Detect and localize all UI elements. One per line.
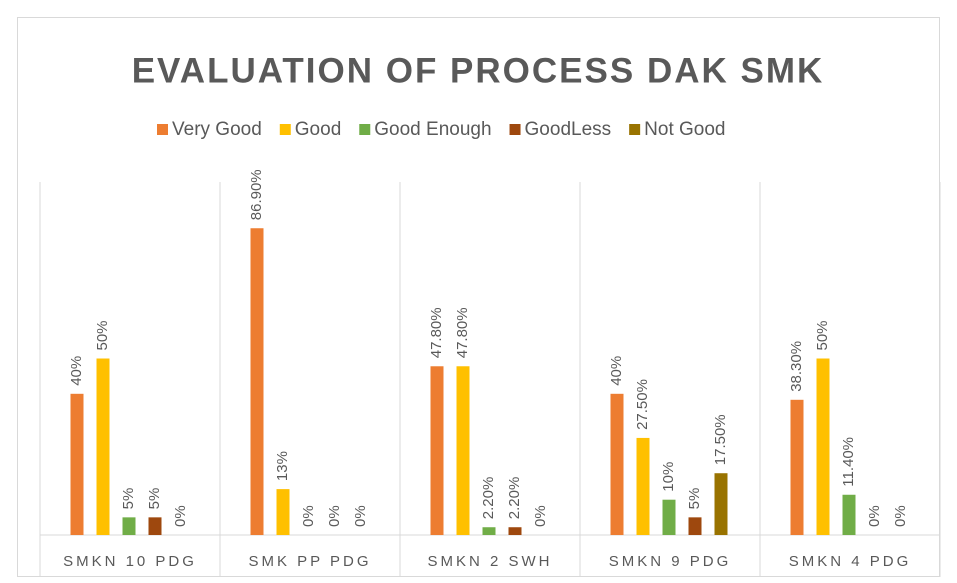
data-label: 0%	[892, 505, 909, 527]
data-label: 50%	[814, 320, 831, 350]
bar	[276, 489, 290, 535]
legend-swatch	[629, 124, 641, 135]
legend-label: Good	[295, 119, 341, 140]
bar	[636, 437, 650, 535]
legend-label: Not Good	[644, 119, 725, 140]
data-label: 10%	[660, 462, 677, 492]
data-label: 38.30%	[788, 341, 805, 392]
data-label: 5%	[146, 488, 163, 510]
x-tick-label: SMKN 10 PDG	[63, 553, 197, 570]
legend-swatch	[509, 124, 521, 135]
legend-swatch	[279, 124, 291, 135]
bar	[790, 399, 804, 535]
bar	[662, 499, 676, 535]
bar	[96, 358, 110, 535]
legend-label: Good Enough	[374, 119, 491, 140]
legend-label: Very Good	[172, 119, 262, 140]
bar	[508, 527, 522, 535]
bar	[714, 473, 728, 535]
bar	[842, 494, 856, 535]
bar	[610, 393, 624, 535]
data-label: 0%	[326, 505, 343, 527]
data-label: 50%	[94, 320, 111, 350]
bar	[70, 393, 84, 535]
legend-swatch	[359, 124, 371, 135]
bar	[456, 366, 470, 535]
data-label: 0%	[532, 505, 549, 527]
x-tick-label: SMKN 4 PDG	[789, 553, 912, 570]
bar	[148, 517, 162, 535]
data-label: 40%	[68, 356, 85, 386]
legend-label: GoodLess	[525, 119, 612, 140]
chart-border	[17, 17, 940, 577]
data-label: 0%	[866, 505, 883, 527]
chart-title: EVALUATION OF PROCESS DAK SMK	[132, 51, 825, 90]
data-label: 86.90%	[248, 169, 265, 220]
bar	[482, 527, 496, 535]
bar	[430, 366, 444, 535]
data-label: 5%	[120, 488, 137, 510]
data-label: 11.40%	[840, 437, 857, 487]
data-label: 17.50%	[712, 414, 729, 465]
legend-swatch	[157, 124, 168, 135]
data-label: 0%	[300, 505, 317, 527]
data-label: 2.20%	[480, 477, 497, 520]
data-label: 40%	[608, 356, 625, 386]
bar	[688, 517, 702, 535]
data-label: 0%	[352, 505, 369, 527]
data-label: 47.80%	[428, 307, 445, 358]
data-label: 2.20%	[506, 477, 523, 520]
data-label: 47.80%	[454, 307, 471, 358]
x-tick-label: SMKN 2 SWH	[427, 553, 552, 570]
data-label: 13%	[274, 451, 291, 481]
data-label: 0%	[172, 505, 189, 527]
data-label: 5%	[686, 488, 703, 510]
x-tick-label: SMKN 9 PDG	[609, 553, 732, 570]
x-tick-label: SMK PP PDG	[248, 553, 371, 570]
bar	[816, 358, 830, 535]
bar	[250, 228, 264, 536]
bar	[122, 517, 136, 535]
data-label: 27.50%	[634, 379, 651, 430]
